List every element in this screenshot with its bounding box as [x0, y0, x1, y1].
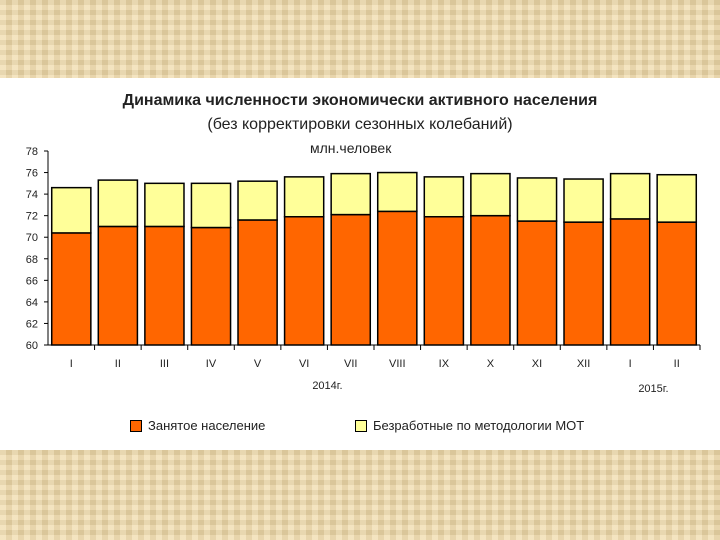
x-tick-label: VII [344, 358, 357, 370]
y-tick-label: 60 [26, 340, 38, 352]
y-tick-label: 66 [26, 275, 38, 287]
chart-title: Динамика численности экономически активн… [122, 92, 598, 109]
y-tick-label: 64 [26, 297, 38, 309]
bar-employed [563, 221, 604, 346]
bar-unemployed [376, 171, 418, 213]
bar-employed [50, 232, 92, 346]
x-tick-label: II [674, 358, 680, 370]
legend-item-employed: Занятое население [130, 418, 265, 433]
bar-employed [237, 219, 278, 346]
bar-unemployed [50, 186, 92, 234]
bar-employed [609, 218, 651, 346]
bar-employed [656, 221, 698, 346]
bar-unemployed [470, 172, 511, 217]
bar-employed [144, 225, 185, 346]
bar-unemployed [563, 178, 604, 223]
legend-swatch-unemployed [355, 419, 367, 432]
y-tick-label: 62 [26, 318, 38, 330]
x-tick-label: XII [577, 358, 590, 370]
legend-label-unemployed: Безработные по методологии МОТ [373, 418, 585, 433]
legend-swatch-employed [130, 419, 142, 432]
bar-unemployed [330, 172, 372, 216]
x-tick-label: XI [532, 358, 542, 370]
y-tick-label: 78 [26, 146, 38, 158]
x-tick-label: I [70, 358, 73, 370]
x-tick-label: X [487, 358, 495, 370]
bar-employed [376, 210, 418, 346]
bar-unemployed [423, 176, 465, 218]
bar-employed [97, 225, 139, 346]
bar-unemployed [609, 172, 651, 220]
x-tick-label: I [629, 358, 632, 370]
bar-employed [190, 226, 232, 346]
x-tick-label: V [254, 358, 262, 370]
units-label: млн.человек [310, 140, 392, 156]
bar-employed [330, 213, 372, 346]
bar-employed [423, 215, 465, 346]
x-tick-label: III [160, 358, 169, 370]
year-label: 2014г. [312, 380, 342, 392]
bar-unemployed [237, 180, 278, 221]
bar-unemployed [516, 177, 558, 222]
x-tick-label: IV [206, 358, 217, 370]
x-tick-label: VI [299, 358, 309, 370]
y-tick-label: 74 [26, 189, 38, 201]
bar-unemployed [190, 182, 232, 229]
bar-unemployed [656, 173, 698, 223]
legend-item-unemployed: Безработные по методологии МОТ [355, 418, 584, 433]
x-tick-label: VIII [389, 358, 406, 370]
bar-unemployed [144, 182, 185, 228]
chart-subtitle: (без корректировки сезонных колебаний) [207, 116, 513, 133]
legend-label-employed: Занятое население [148, 418, 266, 433]
y-tick-label: 70 [26, 232, 38, 244]
year-label: 2015г. [638, 383, 668, 395]
y-tick-label: 68 [26, 254, 38, 266]
bar-employed [283, 215, 325, 346]
y-tick-label: 76 [26, 168, 38, 180]
bar-unemployed [97, 179, 139, 228]
bar-unemployed [283, 176, 325, 218]
y-tick-label: 72 [26, 211, 38, 223]
x-tick-label: II [115, 358, 121, 370]
bar-employed [516, 220, 558, 346]
x-tick-label: IX [439, 358, 450, 370]
bar-employed [470, 214, 511, 346]
